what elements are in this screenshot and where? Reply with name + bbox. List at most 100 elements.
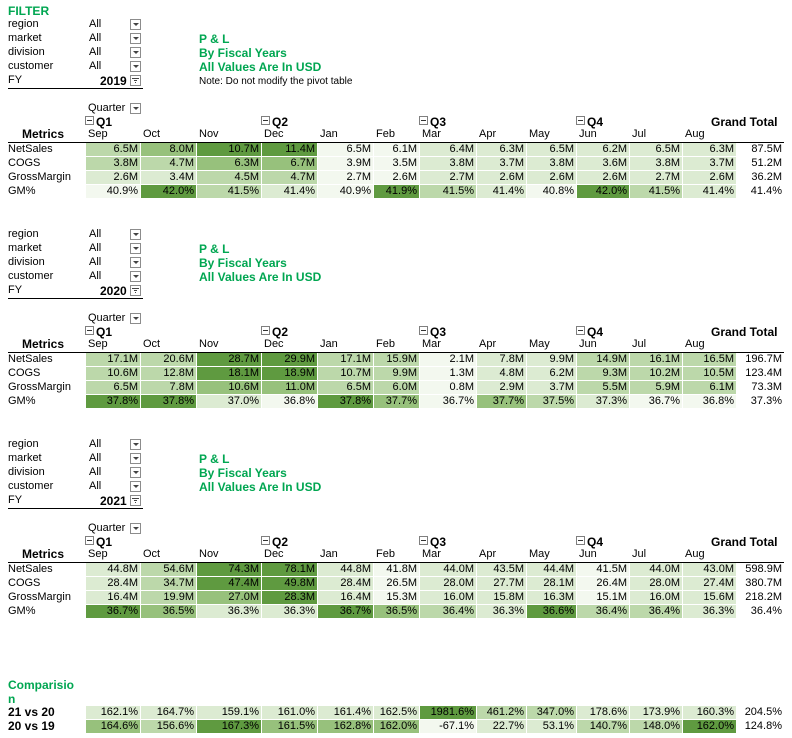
report-title-line: By Fiscal Years <box>199 256 287 270</box>
filter-label-customer: customer <box>8 270 54 282</box>
collapse-toggle-icon[interactable] <box>419 536 428 545</box>
collapse-toggle-icon[interactable] <box>419 116 428 125</box>
month-header-jan: Jan <box>320 128 338 140</box>
comparison-cell: 167.3% <box>197 720 261 733</box>
quarter-header-q1[interactable]: Q1 <box>85 535 112 549</box>
data-cell: 41.4% <box>262 185 317 198</box>
data-cell: 54.6M <box>141 563 196 576</box>
report-title-line: P & L <box>199 32 230 46</box>
data-cell: 44.0M <box>630 563 682 576</box>
quarter-header-q3[interactable]: Q3 <box>419 325 446 339</box>
month-header-feb: Feb <box>376 548 395 560</box>
data-cell: 4.5M <box>197 171 261 184</box>
row-label: COGS <box>8 367 41 379</box>
fy-label: FY <box>8 74 23 86</box>
filter-dropdown-region[interactable] <box>130 19 141 30</box>
data-cell: 2.7M <box>630 171 682 184</box>
data-cell: 6.2M <box>527 367 576 380</box>
filter-value-customer: All <box>89 270 102 282</box>
quarter-label: Q3 <box>430 535 447 549</box>
quarter-header-q4[interactable]: Q4 <box>576 115 603 129</box>
filter-dropdown-customer[interactable] <box>130 271 141 282</box>
quarter-header-q2[interactable]: Q2 <box>261 325 288 339</box>
quarter-header-q3[interactable]: Q3 <box>419 535 446 549</box>
comparison-cell: 53.1% <box>527 720 576 733</box>
month-header-jul: Jul <box>632 338 647 350</box>
quarter-header-q4[interactable]: Q4 <box>576 325 603 339</box>
grand-total-header: Grand Total <box>711 535 778 549</box>
comparison-cell: 148.0% <box>630 720 682 733</box>
row-label: GM% <box>8 185 36 197</box>
metrics-header: Metrics <box>22 127 65 141</box>
data-cell: 2.9M <box>477 381 526 394</box>
collapse-toggle-icon[interactable] <box>576 326 585 335</box>
collapse-toggle-icon[interactable] <box>85 536 94 545</box>
data-cell: 37.3% <box>577 395 629 408</box>
filter-dropdown-market[interactable] <box>130 453 141 464</box>
collapse-toggle-icon[interactable] <box>261 116 270 125</box>
fy-value: 2020 <box>100 284 127 298</box>
quarter-field-dropdown[interactable] <box>130 313 141 324</box>
filter-dropdown-customer[interactable] <box>130 481 141 492</box>
collapse-toggle-icon[interactable] <box>85 326 94 335</box>
collapse-toggle-icon[interactable] <box>576 116 585 125</box>
month-header-feb: Feb <box>376 128 395 140</box>
month-header-oct: Oct <box>143 128 161 140</box>
data-cell: 28.0M <box>630 577 682 590</box>
collapse-toggle-icon[interactable] <box>576 536 585 545</box>
collapse-toggle-icon[interactable] <box>85 116 94 125</box>
comparison-cell: 159.1% <box>197 706 261 719</box>
filter-dropdown-division[interactable] <box>130 257 141 268</box>
data-cell: 2.6M <box>477 171 526 184</box>
data-cell: 2.6M <box>86 171 140 184</box>
comparison-row-label: 21 vs 20 <box>8 705 55 719</box>
quarter-field-dropdown[interactable] <box>130 103 141 114</box>
filter-value-customer: All <box>89 480 102 492</box>
filter-dropdown-division[interactable] <box>130 47 141 58</box>
grand-total-cell: 218.2M <box>745 591 782 603</box>
grand-total-cell: 123.4M <box>745 367 782 379</box>
quarter-header-q1[interactable]: Q1 <box>85 115 112 129</box>
quarter-label: Q2 <box>272 535 289 549</box>
fy-filter-dropdown[interactable] <box>130 75 141 86</box>
data-cell: 2.6M <box>374 171 419 184</box>
filter-dropdown-customer[interactable] <box>130 61 141 72</box>
data-cell: 3.4M <box>141 171 196 184</box>
data-cell: 44.4M <box>527 563 576 576</box>
quarter-header-q2[interactable]: Q2 <box>261 535 288 549</box>
data-cell: 36.7% <box>318 605 373 618</box>
quarter-field-dropdown[interactable] <box>130 523 141 534</box>
filter-dropdown-region[interactable] <box>130 439 141 450</box>
row-label: GrossMargin <box>8 591 71 603</box>
data-cell: 7.8M <box>477 353 526 366</box>
collapse-toggle-icon[interactable] <box>419 326 428 335</box>
data-cell: 36.4% <box>577 605 629 618</box>
data-cell: 6.4M <box>420 143 476 156</box>
quarter-header-q1[interactable]: Q1 <box>85 325 112 339</box>
filter-dropdown-market[interactable] <box>130 243 141 254</box>
collapse-toggle-icon[interactable] <box>261 536 270 545</box>
data-cell: 27.4M <box>683 577 736 590</box>
data-cell: 36.8% <box>683 395 736 408</box>
month-header-may: May <box>529 338 550 350</box>
data-cell: 41.4% <box>477 185 526 198</box>
filter-dropdown-division[interactable] <box>130 467 141 478</box>
grand-total-cell: 380.7M <box>745 577 782 589</box>
data-cell: 43.5M <box>477 563 526 576</box>
filter-label-market: market <box>8 242 42 254</box>
fy-filter-dropdown[interactable] <box>130 285 141 296</box>
data-cell: 29.9M <box>262 353 317 366</box>
month-header-oct: Oct <box>143 548 161 560</box>
data-cell: 41.9% <box>374 185 419 198</box>
grand-total-cell: 37.3% <box>750 395 782 407</box>
report-title-line: All Values Are In USD <box>199 60 322 74</box>
filter-dropdown-market[interactable] <box>130 33 141 44</box>
collapse-toggle-icon[interactable] <box>261 326 270 335</box>
fy-filter-dropdown[interactable] <box>130 495 141 506</box>
quarter-header-q3[interactable]: Q3 <box>419 115 446 129</box>
data-cell: 10.7M <box>197 143 261 156</box>
data-cell: 6.0M <box>374 381 419 394</box>
quarter-header-q4[interactable]: Q4 <box>576 535 603 549</box>
filter-dropdown-region[interactable] <box>130 229 141 240</box>
quarter-header-q2[interactable]: Q2 <box>261 115 288 129</box>
